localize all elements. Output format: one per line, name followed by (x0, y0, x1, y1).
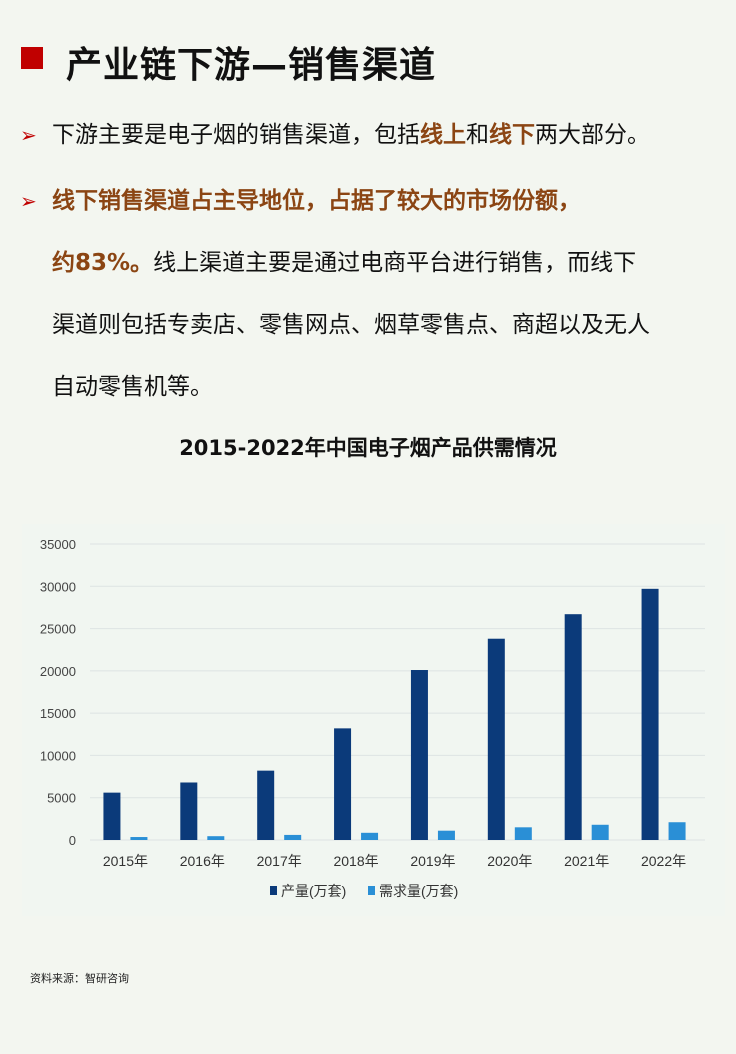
x-tick-label: 2019年 (410, 853, 455, 869)
x-tick-label: 2017年 (257, 853, 302, 869)
bar-demand (668, 822, 686, 840)
y-tick-label: 25000 (40, 622, 76, 637)
highlight-text: 线下销售渠道占主导地位，占据了较大的市场份额， (52, 188, 581, 214)
y-tick-label: 20000 (40, 664, 76, 679)
text: 渠道则包括专卖店、零售网点、烟草零售点、商超以及无人 (52, 312, 650, 338)
y-tick-label: 0 (69, 833, 76, 848)
highlight-online: 线上 (420, 122, 466, 148)
chart-title: 2015-2022年中国电子烟产品供需情况 (179, 436, 557, 460)
legend-label: 需求量(万套) (379, 883, 458, 899)
bar-production (487, 638, 505, 840)
bar-production (564, 614, 582, 840)
bar-demand (514, 827, 532, 840)
text: 和 (466, 122, 489, 148)
bar-demand (207, 836, 225, 840)
text: 线上渠道主要是通过电商平台进行销售，而线下 (153, 250, 637, 276)
bullet-1: ➢ 下游主要是电子烟的销售渠道，包括线上和线下两大部分。 (20, 104, 650, 166)
bar-production (180, 782, 198, 840)
y-tick-label: 35000 (40, 537, 76, 552)
legend-swatch (270, 886, 277, 895)
y-tick-label: 15000 (40, 706, 76, 721)
bar-demand (361, 832, 379, 840)
bar-demand (130, 837, 148, 840)
page-title: 产业链下游—销售渠道 (66, 45, 437, 86)
x-tick-label: 2015年 (103, 853, 148, 869)
bar-production (334, 728, 352, 840)
arrow-bullet-icon: ➢ (20, 189, 37, 213)
text: 两大部分。 (535, 122, 650, 148)
y-tick-label: 30000 (40, 579, 76, 594)
bar-demand (591, 824, 609, 840)
highlight-text: 约83%。 (52, 250, 154, 276)
x-tick-label: 2020年 (487, 853, 532, 869)
highlight-offline: 线下 (489, 122, 535, 148)
chart: 0 5000 10000 15000 20000 25000 30000 35000 2015年… (22, 524, 725, 916)
text: 下游主要是电子烟的销售渠道，包括 (52, 122, 420, 148)
x-tick-label: 2016年 (180, 853, 225, 869)
y-tick-label: 5000 (47, 791, 76, 806)
x-tick-label: 2022年 (641, 853, 686, 869)
bar-demand (437, 830, 455, 840)
y-tick-label: 10000 (40, 748, 76, 763)
bullet-2: ➢ 线下销售渠道占主导地位，占据了较大的市场份额， 约83%。线上渠道主要是通过电… (20, 170, 730, 418)
text: 自动零售机等。 (52, 374, 213, 400)
bar-production (641, 588, 659, 840)
arrow-bullet-icon: ➢ (20, 123, 37, 147)
bar-chart: 0 5000 10000 15000 20000 25000 30000 35000 2015年… (40, 537, 705, 899)
x-tick-label: 2021年 (564, 853, 609, 869)
legend-label: 产量(万套) (281, 883, 346, 899)
source-note: 资料来源：智研咨询 (30, 972, 129, 985)
title-marker (21, 47, 43, 69)
legend-swatch (368, 886, 375, 895)
x-tick-label: 2018年 (333, 853, 378, 869)
bar-demand (284, 834, 302, 840)
bar-production (103, 792, 121, 840)
bar-production (257, 770, 275, 840)
bar-production (410, 670, 428, 840)
